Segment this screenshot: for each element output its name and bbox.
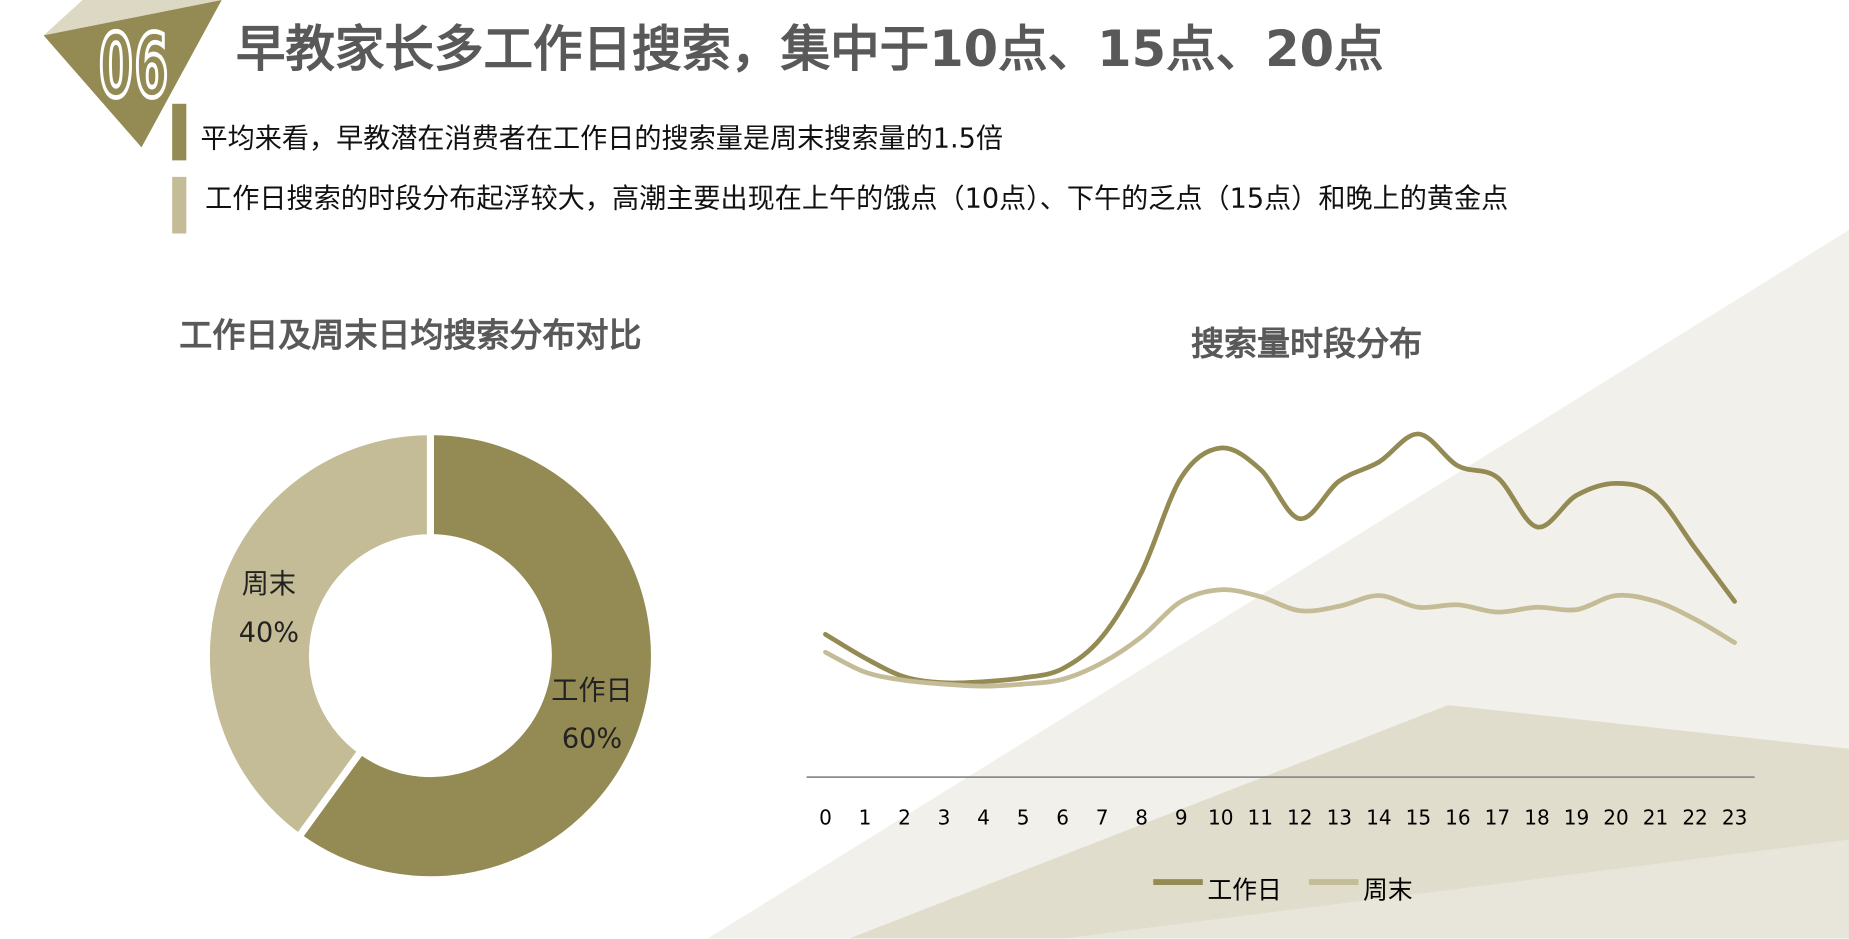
donut-label-workday: 工作日 60% <box>540 667 644 755</box>
x-tick-label: 18 <box>1524 805 1550 829</box>
x-tick-label: 1 <box>859 805 872 829</box>
donut-slice-workday <box>293 428 658 884</box>
donut-chart-title: 工作日及周末日均搜索分布对比 <box>179 316 642 355</box>
x-tick-label: 23 <box>1722 805 1748 829</box>
legend-label-weekend: 周末 <box>1363 876 1413 905</box>
x-tick-label: 10 <box>1208 805 1234 829</box>
line-chart-title: 搜索量时段分布 <box>1190 324 1423 364</box>
bg-band <box>1061 839 1849 939</box>
section-number: 06 <box>98 14 170 120</box>
x-tick-label: 19 <box>1564 805 1590 829</box>
legend-label-workday: 工作日 <box>1208 876 1282 905</box>
x-tick-label: 17 <box>1485 805 1511 829</box>
legend: 工作日 周末 <box>1153 876 1413 905</box>
donut-slice-weekend <box>202 428 434 842</box>
x-tick-label: 7 <box>1096 805 1109 829</box>
x-tick-label: 8 <box>1135 805 1148 829</box>
bullet-1: 平均来看，早教潜在消费者在工作日的搜索量是周末搜索量的1.5倍 <box>200 123 1004 155</box>
x-tick-label: 3 <box>938 805 951 829</box>
bullet-bar-dark <box>172 103 187 161</box>
workday-percent: 60% <box>561 724 623 755</box>
x-tick-label: 0 <box>819 805 832 829</box>
x-tick-label: 14 <box>1366 805 1392 829</box>
page-title: 早教家长多工作日搜索，集中于10点、15点、20点 <box>235 20 1384 78</box>
header-dark-triangle <box>43 0 222 148</box>
bullet-bar-light <box>172 176 187 234</box>
series-line-workday <box>823 431 1737 686</box>
x-tick-label: 15 <box>1406 805 1432 829</box>
x-tick-label: 13 <box>1327 805 1353 829</box>
bullet-2: 工作日搜索的时段分布起浮较大，高潮主要出现在上午的饿点（10点）、下午的乏点（1… <box>205 183 1509 215</box>
x-tick-label: 16 <box>1445 805 1471 829</box>
weekend-name: 周末 <box>241 569 296 601</box>
x-tick-label: 21 <box>1643 805 1669 829</box>
series-line-weekend <box>823 587 1737 689</box>
weekend-percent: 40% <box>238 617 300 649</box>
x-tick-label: 5 <box>1017 805 1030 829</box>
workday-name: 工作日 <box>551 675 633 707</box>
x-tick-label: 12 <box>1287 805 1313 829</box>
donut-label-weekend: 周末 40% <box>224 561 314 649</box>
x-tick-label: 6 <box>1056 805 1069 829</box>
x-tick-label: 20 <box>1603 805 1629 829</box>
x-tick-label: 11 <box>1248 805 1274 829</box>
x-tick-label: 2 <box>898 805 911 829</box>
x-tick-label: 4 <box>977 805 990 829</box>
x-tick-label: 22 <box>1682 805 1708 829</box>
x-tick-label: 9 <box>1175 805 1188 829</box>
